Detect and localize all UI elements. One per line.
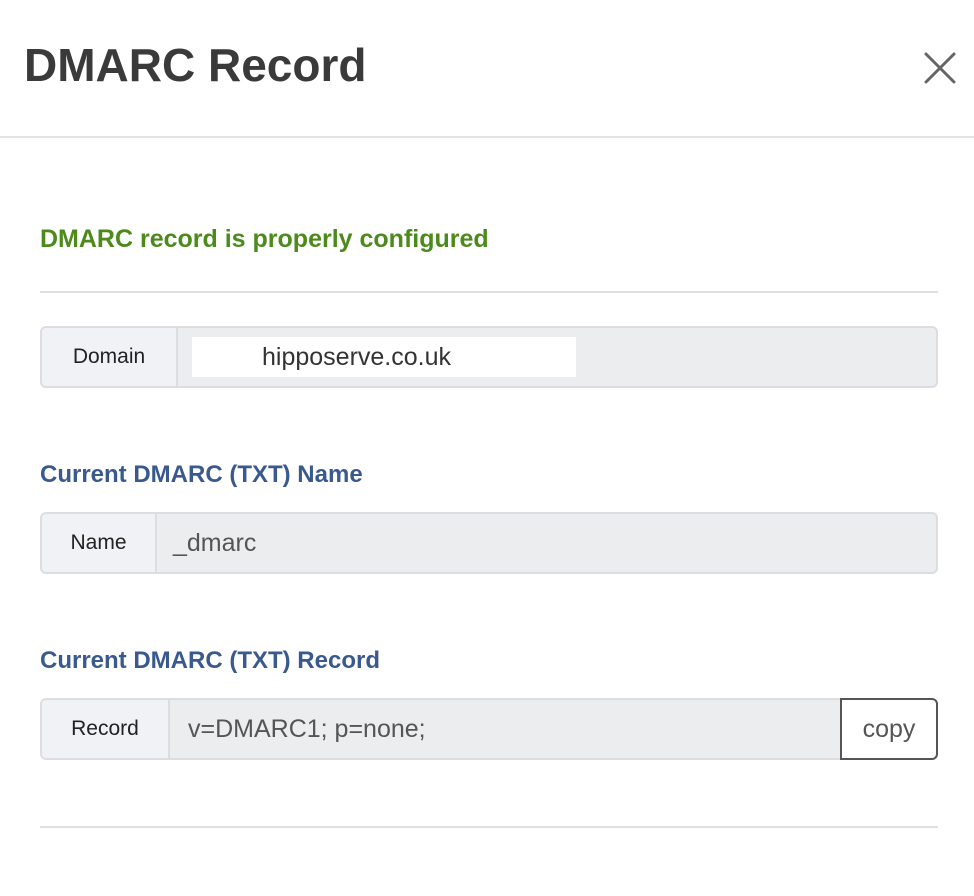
- divider: [40, 291, 938, 293]
- record-field[interactable]: v=DMARC1; p=none;: [170, 698, 840, 760]
- domain-field[interactable]: hipposerve.co.uk: [178, 326, 938, 388]
- domain-input-group: Domain hipposerve.co.uk: [40, 326, 938, 388]
- record-value: v=DMARC1; p=none;: [188, 714, 426, 743]
- divider: [40, 826, 938, 828]
- status-message: DMARC record is properly configured: [40, 225, 489, 253]
- record-input-group: Record v=DMARC1; p=none; copy: [40, 698, 938, 760]
- name-section-label: Current DMARC (TXT) Name: [40, 461, 363, 488]
- record-section-label: Current DMARC (TXT) Record: [40, 647, 380, 674]
- record-addon: Record: [40, 698, 170, 760]
- name-addon: Name: [40, 512, 157, 574]
- copy-button[interactable]: copy: [840, 698, 938, 760]
- name-value: _dmarc: [173, 528, 257, 557]
- domain-value: hipposerve.co.uk: [192, 337, 576, 377]
- close-icon: [924, 52, 956, 84]
- close-button[interactable]: [920, 48, 960, 88]
- modal-title: DMARC Record: [24, 39, 367, 91]
- name-input-group: Name _dmarc: [40, 512, 938, 574]
- name-field[interactable]: _dmarc: [157, 512, 938, 574]
- domain-addon: Domain: [40, 326, 178, 388]
- header-divider: [0, 136, 974, 138]
